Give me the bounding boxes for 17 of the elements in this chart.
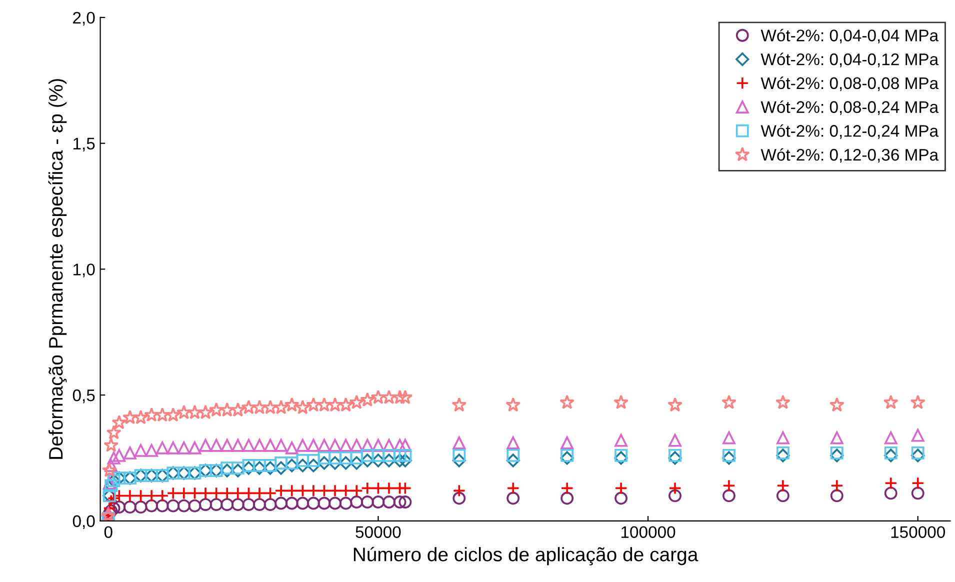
x-tick-label: 150000 [891,526,946,538]
legend-label: Wót-2%: 0,08-0,08 MPa [760,76,939,92]
x-axis-title: Número de ciclos de aplicação de carga [354,546,698,566]
y-tick-label: 2,0 [73,12,95,26]
legend-label: Wót-2%: 0,08-0,24 MPa [760,100,939,115]
x-tick-label: 0 [104,526,112,538]
legend-label: Wót-2%: 0,04-0,04 MPa [760,28,939,44]
y-tick-label: 1,5 [74,138,95,152]
y-tick-label: 0,0 [72,515,95,530]
legend-label: Wót-2%: 0,04-0,12 MPa [760,52,939,68]
y-axis-title: Deformação Pprmanente específica - εp (%) [48,79,67,459]
x-tick-label: 50000 [356,526,401,538]
y-tick-label: 0,5 [72,389,95,404]
legend-label: Wót-2%: 0,12-0,36 MPa [760,148,939,163]
x-tick-label: 100000 [621,526,676,538]
y-tick-label: 1,0 [74,264,95,278]
legend-label: Wót-2%: 0,12-0,24 MPa [760,124,939,139]
